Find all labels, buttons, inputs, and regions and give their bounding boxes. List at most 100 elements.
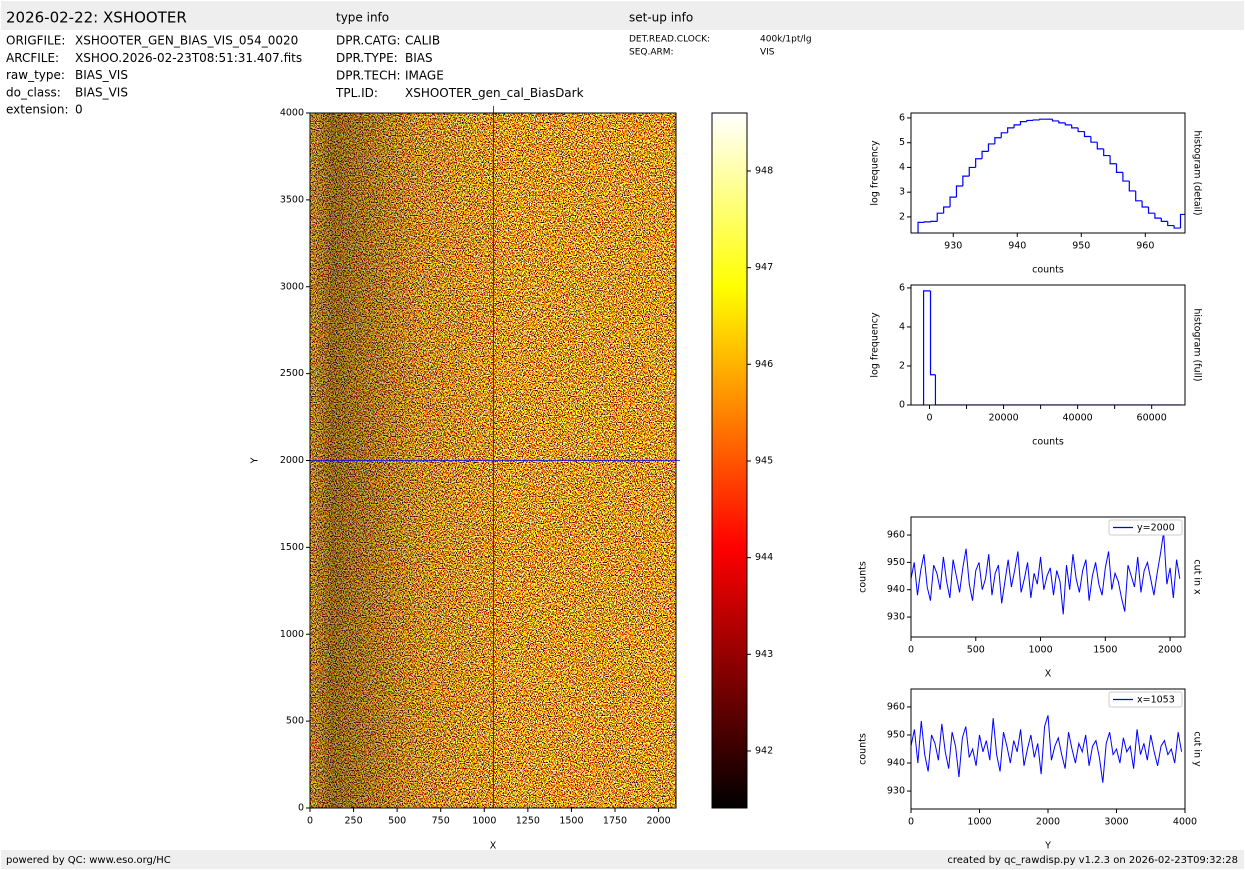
footer-band: [1, 850, 1244, 869]
histogram-bin: [994, 137, 1002, 144]
section-heading: type info: [336, 11, 389, 25]
histogram-bin: [1173, 225, 1181, 229]
x-tick-label: 250: [345, 816, 363, 827]
info-key: DET.READ.CLOCK:: [629, 35, 710, 45]
x-tick-label: 1250: [516, 816, 540, 827]
histogram-bin: [955, 185, 963, 198]
y-tick-label: 940: [887, 584, 905, 595]
info-key: DPR.TECH:: [336, 69, 401, 83]
y-axis-label: log frequency: [870, 312, 881, 378]
histogram-bin: [987, 143, 995, 152]
histogram-bin: [1077, 127, 1085, 133]
legend-box: [1108, 519, 1183, 536]
x-tick-label: 60000: [1137, 413, 1167, 424]
histogram-bin: [943, 206, 951, 214]
info-value: 0: [75, 103, 83, 117]
info-key: DPR.CATG:: [336, 34, 401, 48]
info-value: BIAS_VIS: [75, 85, 128, 99]
x-tick-label: 960: [1136, 241, 1154, 252]
y-tick-label: 6: [899, 112, 905, 123]
histogram-bin: [1064, 122, 1072, 126]
y-tick-label: 0: [298, 803, 304, 814]
x-tick-label: 950: [1072, 241, 1090, 252]
histogram-bin: [1167, 221, 1175, 227]
histogram-bin: [1090, 136, 1098, 143]
x-tick-label: 1750: [603, 816, 627, 827]
y-tick-label: 2000: [280, 455, 304, 466]
info-key: SEQ.ARM:: [629, 48, 674, 58]
y-tick-label: 4: [899, 321, 905, 332]
x-tick-label: 2000: [1036, 817, 1060, 828]
info-value: XSHOOTER_GEN_BIAS_VIS_054_0020: [75, 34, 298, 48]
plot-area: [911, 715, 1183, 783]
histogram-bin: [1109, 155, 1117, 165]
side-label: histogram (detail): [1192, 130, 1203, 215]
legend-box: [1108, 691, 1183, 708]
y-tick-label: 3000: [280, 281, 304, 292]
x-axis-label: X: [1045, 669, 1052, 680]
histogram-bin: [1007, 127, 1015, 133]
y-tick-label: 930: [887, 612, 905, 623]
side-label: histogram (full): [1192, 308, 1203, 381]
histogram-bin: [1160, 218, 1168, 222]
header-band: [1, 1, 1244, 30]
x-tick-label: 1500: [1093, 645, 1117, 656]
side-label: cut in y: [1192, 731, 1203, 767]
x-tick-label: 20000: [988, 413, 1018, 424]
x-tick-label: 750: [432, 816, 450, 827]
y-tick-label: 500: [286, 716, 304, 727]
x-tick-label: 40000: [1063, 413, 1093, 424]
plot-area: [922, 290, 1182, 405]
y-tick-label: 3500: [280, 194, 304, 205]
x-tick-label: 3000: [1104, 817, 1128, 828]
histogram-bin: [981, 150, 989, 159]
histogram-bin: [1128, 181, 1136, 192]
y-axis-label: counts: [858, 561, 869, 593]
histogram-bin: [1019, 121, 1027, 125]
y-tick-label: 2500: [280, 368, 304, 379]
y-tick-label: 0: [899, 400, 905, 411]
axes-frame: [910, 284, 1186, 406]
y-tick-label: 5: [899, 137, 905, 148]
y-tick-label: 1000: [280, 629, 304, 640]
x-axis-label: Y: [1044, 841, 1051, 852]
y-tick-label: 947: [755, 262, 773, 273]
histogram-bin: [1179, 213, 1185, 229]
x-axis-label: X: [490, 841, 497, 852]
y-tick-label: 2: [899, 211, 905, 222]
info-value: 400k/1pt/lg: [760, 35, 812, 45]
y-tick-label: 3: [899, 187, 905, 198]
histogram-bin: [975, 158, 983, 168]
histogram-bin: [917, 221, 925, 233]
histogram-bin: [936, 212, 944, 222]
x-tick-label: 2000: [1158, 645, 1182, 656]
histogram-bin: [934, 374, 1182, 405]
colorbar: [712, 113, 747, 808]
legend-label: y=2000: [1137, 523, 1175, 534]
x-tick-label: 0: [908, 817, 914, 828]
y-tick-label: 950: [887, 729, 905, 740]
x-tick-label: 1000: [1028, 645, 1052, 656]
x-tick-label: 0: [908, 645, 914, 656]
histogram-bin: [1141, 200, 1149, 208]
legend-label: x=1053: [1137, 695, 1175, 706]
info-key: raw_type:: [6, 68, 65, 82]
cut-line: [911, 532, 1181, 615]
info-value: BIAS: [405, 51, 433, 65]
footer-right: created by qc_rawdisp.py v1.2.3 on 2026-…: [947, 855, 1238, 866]
section-heading: set-up info: [629, 11, 693, 25]
histogram-bin: [1115, 163, 1123, 173]
x-tick-label: 0: [307, 816, 313, 827]
histogram-bin: [1135, 190, 1143, 202]
y-tick-label: 4: [899, 162, 905, 173]
y-tick-label: 4000: [280, 108, 304, 119]
plot-area: [712, 113, 747, 808]
x-axis-label: counts: [1032, 265, 1064, 276]
page-title: 2026-02-22: XSHOOTER: [6, 9, 187, 27]
y-tick-label: 942: [755, 745, 773, 756]
footer-left: powered by QC: www.eso.org/HC: [6, 855, 171, 866]
y-tick-label: 948: [755, 165, 773, 176]
cut-line: [911, 715, 1183, 783]
info-key: DPR.TYPE:: [336, 51, 398, 65]
